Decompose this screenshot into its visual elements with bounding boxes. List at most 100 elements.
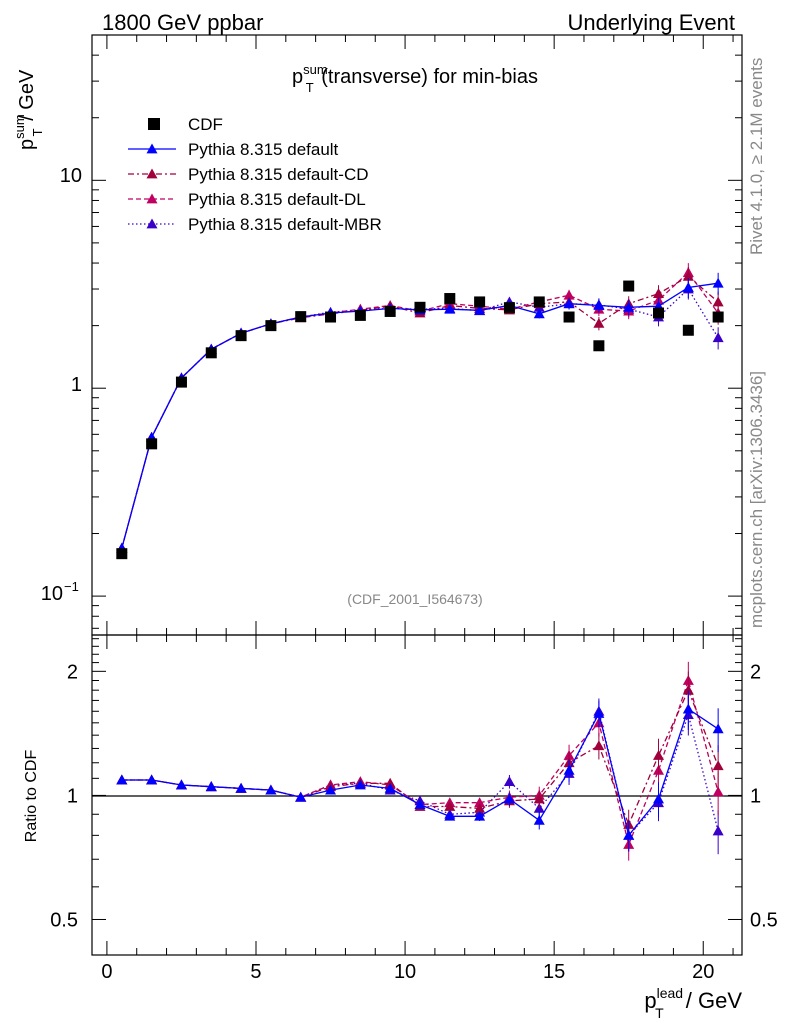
main-point-default — [593, 299, 605, 310]
legend: CDF Pythia 8.315 default Pythia 8.315 defa… — [128, 115, 382, 234]
legend-marker-cdf — [148, 118, 160, 130]
main-point-default — [712, 277, 724, 288]
ytick-label-0p1-exponent: −1 — [64, 579, 79, 594]
ratio-x-ticks: 0 5 10 15 20 — [101, 635, 734, 983]
ytick-label-0p1: 10 — [41, 583, 63, 605]
main-point-cdf — [653, 307, 665, 319]
main-point-cdf — [265, 320, 277, 332]
ratio-point-default — [533, 814, 545, 825]
main-plot-panel — [91, 34, 743, 636]
ratio-point-cd — [653, 749, 665, 760]
ratio-point-cd — [384, 777, 396, 788]
main-y-ticks — [92, 34, 742, 629]
ratio-y-ticks: 0.5 0.5 1 1 2 2 — [50, 638, 778, 931]
ratio-point-default — [653, 793, 665, 804]
ratio-plot-panel: 0.5 0.5 1 1 2 2 0 5 10 15 20 — [50, 634, 778, 983]
main-title-sub: T — [306, 80, 314, 95]
legend-label-default: Pythia 8.315 default — [188, 140, 339, 159]
ratio-point-default — [414, 799, 426, 809]
main-point-default — [533, 308, 545, 319]
main-point-cdf — [384, 305, 396, 317]
ratio-ytick-label-left: 2 — [67, 661, 78, 683]
main-point-default — [623, 301, 635, 312]
ytick-label-10: 10 — [60, 165, 82, 187]
main-point-mbr — [712, 332, 724, 343]
main-point-cdf — [593, 340, 605, 352]
ratio-point-mbr — [503, 776, 515, 787]
ratio-ytick-label-left: 0.5 — [50, 909, 78, 931]
ratio-point-cd — [712, 760, 724, 771]
main-point-cdf — [325, 311, 337, 323]
main-point-cdf — [563, 311, 575, 323]
main-point-default — [444, 303, 456, 314]
legend-label-dl: Pythia 8.315 default-DL — [188, 190, 366, 209]
main-line-default — [121, 282, 719, 549]
xtick-label: 20 — [692, 961, 714, 983]
xlabel-p: p — [644, 988, 656, 1013]
legend-marker-default — [146, 143, 158, 154]
xlabel-sup: lead — [657, 985, 683, 1001]
main-point-cdf — [623, 280, 635, 292]
main-point-cdf — [146, 438, 158, 450]
ratio-point-default — [265, 784, 277, 795]
ratio-point-default — [623, 829, 635, 840]
ratio-ytick-label-left: 1 — [67, 785, 78, 807]
main-point-cdf — [354, 309, 366, 321]
ratio-point-default — [682, 703, 694, 714]
main-point-cd — [712, 296, 724, 307]
main-x-ticks — [106, 35, 734, 635]
rivet-version-label: Rivet 4.1.0, ≥ 2.1M events — [747, 58, 766, 255]
main-point-cdf — [116, 548, 128, 560]
main-title-rest: (transverse) for min-bias — [316, 66, 538, 88]
ytick-label-0p1-base: 10 — [41, 583, 63, 605]
main-title: psum T (transverse) for min-bias — [292, 62, 538, 95]
ratio-ytick-label-right: 0.5 — [750, 909, 778, 931]
main-ylabel-sup: sum — [12, 114, 27, 139]
ratio-plot-frame — [91, 634, 743, 956]
ratio-point-default — [116, 774, 128, 785]
main-point-cdf — [235, 330, 247, 342]
main-point-cdf — [474, 296, 486, 308]
main-point-cd — [682, 270, 694, 281]
ratio-point-default — [235, 782, 247, 793]
ratio-point-default — [205, 781, 217, 792]
main-series-group — [116, 263, 724, 560]
main-point-cdf — [295, 311, 307, 323]
xtick-label: 0 — [101, 961, 112, 983]
legend-marker-dl — [146, 193, 158, 204]
xtick-label: 15 — [543, 961, 565, 983]
ratio-point-default — [146, 774, 158, 785]
main-point-cdf — [444, 293, 456, 305]
ratio-point-default — [325, 784, 337, 795]
ratio-series-group — [116, 661, 724, 861]
ratio-point-cd — [682, 684, 694, 695]
ratio-point-dl — [474, 797, 486, 808]
ratio-point-cd — [474, 802, 486, 813]
ratio-ytick-label-right: 2 — [750, 661, 761, 683]
main-ylabel-p: p — [16, 139, 38, 150]
ratio-point-mbr — [712, 825, 724, 836]
main-point-default — [682, 282, 694, 292]
mcplots-label: mcplots.cern.ch [arXiv:1306.3436] — [747, 371, 766, 628]
main-point-default — [474, 304, 486, 315]
ratio-point-default — [384, 782, 396, 793]
legend-label-cd: Pythia 8.315 default-CD — [188, 165, 369, 184]
ratio-point-default — [712, 723, 724, 734]
ratio-point-default — [354, 779, 366, 790]
main-point-cdf — [712, 311, 724, 323]
ratio-point-dl — [712, 786, 724, 797]
ratio-point-default — [563, 764, 575, 775]
xtick-label: 5 — [250, 961, 261, 983]
header-right: Underlying Event — [567, 10, 735, 35]
ytick-label-1: 1 — [71, 374, 82, 396]
xlabel-sub: T — [655, 1005, 664, 1021]
ratio-point-default — [593, 708, 605, 718]
ratio-point-default — [295, 791, 307, 802]
ratio-point-default — [175, 779, 187, 790]
ratio-point-default — [444, 810, 456, 821]
ratio-point-default — [474, 810, 486, 821]
ratio-point-cd — [593, 740, 605, 751]
main-ylabel-sub: T — [30, 128, 45, 136]
main-y-axis-label: psum T / GeV — [12, 69, 45, 150]
